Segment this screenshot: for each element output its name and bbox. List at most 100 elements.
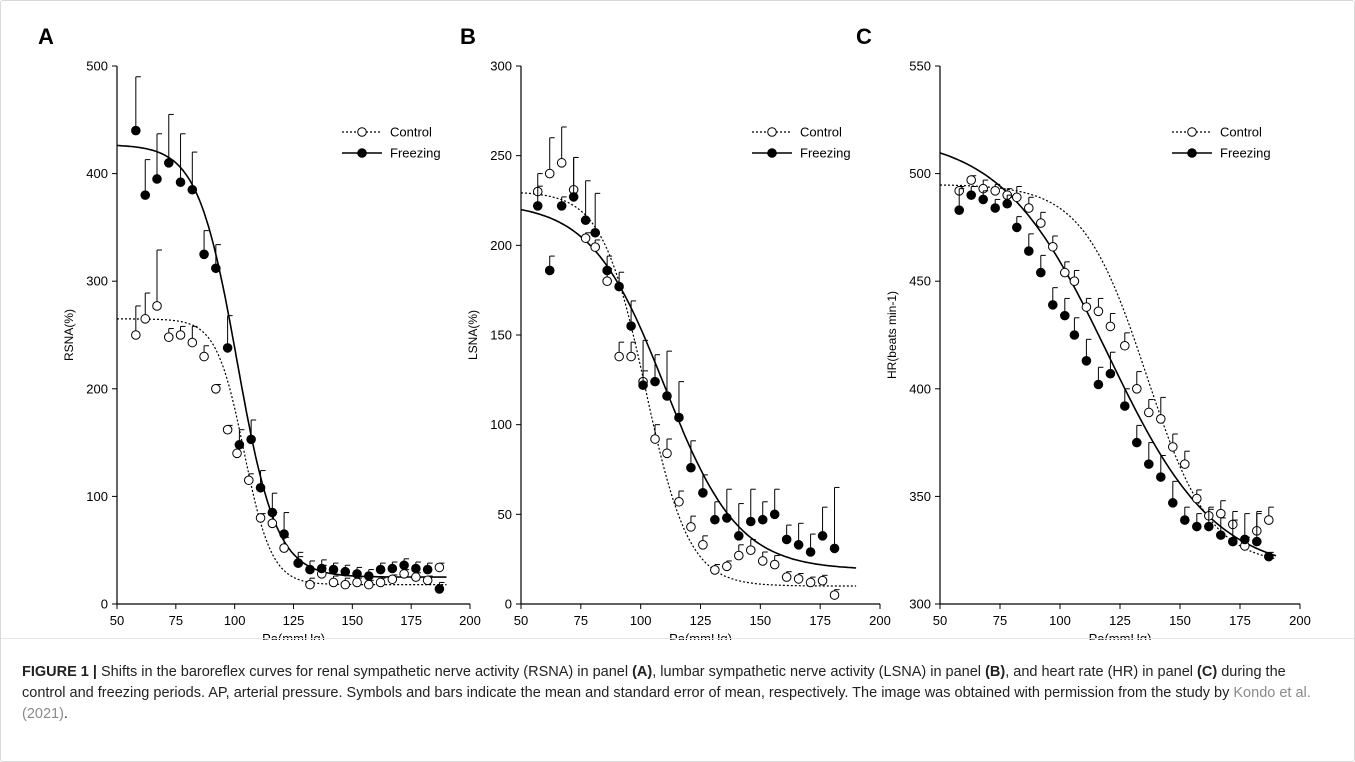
x-tick-label: 100 (224, 613, 246, 628)
data-point-control (352, 577, 362, 588)
chart-panel-a: A 50 75 100 125 150 175 200 0 100 200 300 400 500 Pa(m… (38, 24, 481, 640)
data-point-control (733, 550, 744, 561)
x-tick-label: 200 (1289, 613, 1311, 628)
data-point-control (722, 561, 732, 572)
x-tick-label: 125 (283, 613, 305, 628)
data-point-control (674, 496, 684, 507)
data-point-freezing (1048, 300, 1058, 310)
data-point-freezing (1120, 401, 1130, 411)
fit-curve-control (117, 318, 447, 586)
data-point-freezing (568, 192, 579, 202)
data-point-control (199, 351, 209, 362)
data-point-freezing (638, 380, 648, 391)
figure-charts: A50 75 100 125 150 175 2000100200300400500Pa(m… (38, 24, 1311, 640)
legend-label: Control (1220, 125, 1262, 140)
data-point-freezing (1093, 379, 1104, 390)
y-axis-label: RSNA(%) (62, 309, 76, 361)
data-point-freezing (1002, 198, 1013, 209)
data-point-freezing (954, 205, 965, 215)
figure-label: FIGURE 1 | (22, 664, 97, 680)
y-tick-label: 300 (86, 274, 108, 289)
data-point-freezing (267, 507, 278, 518)
y-tick-label: 200 (86, 381, 108, 396)
data-point-freezing (1081, 356, 1092, 366)
data-point-freezing (411, 563, 421, 574)
citation-link[interactable]: Kondo et al. (2021) (22, 685, 1311, 722)
y-axis-label: LSNA(%) (466, 310, 480, 360)
x-tick-label: 75 (169, 613, 183, 628)
caption-text-3: , and heart rate (HR) in panel (1005, 664, 1198, 680)
data-point-freezing (1060, 310, 1070, 321)
data-point-control (544, 168, 555, 179)
x-tick-label: 200 (869, 613, 891, 628)
data-point-freezing (434, 584, 445, 594)
data-point-freezing (255, 482, 266, 493)
y-tick-label: 100 (490, 417, 512, 432)
data-point-freezing (1264, 551, 1274, 562)
data-point-freezing (246, 434, 256, 445)
data-point-control (966, 175, 977, 185)
data-point-freezing (580, 215, 591, 226)
data-point-control (340, 579, 351, 590)
data-point-freezing (1156, 472, 1166, 482)
legend-marker (357, 148, 367, 158)
data-point-freezing (1024, 246, 1034, 256)
data-point-freezing (1144, 459, 1154, 469)
data-point-freezing (375, 564, 386, 575)
data-point-control (1144, 407, 1154, 418)
y-tick-label: 300 (909, 597, 931, 612)
fit-curve-freezing (520, 208, 857, 569)
data-point-freezing (211, 263, 221, 274)
x-tick-label: 200 (459, 613, 481, 628)
data-point-control (698, 540, 708, 550)
x-tick-label: 75 (993, 613, 1007, 628)
y-tick-label: 50 (498, 507, 512, 522)
data-point-control (745, 545, 756, 556)
x-axis-label: Pa(mmHg) (669, 631, 732, 640)
caption-text-4: during the control and freezing periods.… (22, 664, 1286, 701)
data-point-control (1093, 306, 1104, 317)
data-point-freezing (352, 569, 362, 579)
data-point-freezing (316, 563, 327, 574)
data-point-control (614, 351, 624, 362)
data-point-freezing (722, 513, 732, 523)
data-point-control (1036, 218, 1046, 228)
data-point-freezing (305, 564, 315, 575)
data-point-freezing (978, 194, 989, 205)
data-point-freezing (544, 265, 555, 276)
data-point-control (650, 434, 660, 444)
data-point-control (328, 577, 339, 588)
legend-label: Freezing (390, 146, 441, 161)
legend-marker (357, 127, 367, 137)
caption-text-5: . (63, 706, 68, 722)
data-point-control (686, 522, 696, 532)
y-tick-label: 0 (101, 597, 108, 612)
legend-marker (1187, 127, 1197, 137)
data-point-control (434, 562, 445, 573)
data-point-freezing (199, 249, 209, 260)
data-point-control (590, 242, 600, 252)
data-point-freezing (131, 125, 141, 136)
fit-curve-control (520, 192, 857, 587)
data-point-control (255, 513, 266, 523)
data-point-control (243, 475, 254, 486)
data-point-control (1105, 321, 1116, 332)
x-tick-label: 125 (1109, 613, 1131, 628)
y-tick-label: 300 (490, 59, 512, 74)
data-point-control (805, 577, 816, 588)
data-point-freezing (532, 201, 543, 211)
legend-marker (767, 148, 777, 158)
x-tick-label: 125 (690, 613, 712, 628)
data-point-freezing (1180, 515, 1190, 525)
data-point-freezing (662, 391, 672, 401)
x-tick-label: 100 (630, 613, 652, 628)
data-point-freezing (698, 488, 708, 498)
data-point-freezing (686, 462, 696, 473)
x-axis-label: Pa(mmHg) (262, 631, 325, 640)
data-point-freezing (817, 531, 828, 541)
fit-curve-freezing (939, 152, 1277, 557)
y-tick-label: 200 (490, 238, 512, 253)
data-point-control (211, 384, 221, 394)
data-point-control (769, 559, 780, 570)
x-tick-label: 75 (574, 613, 588, 628)
